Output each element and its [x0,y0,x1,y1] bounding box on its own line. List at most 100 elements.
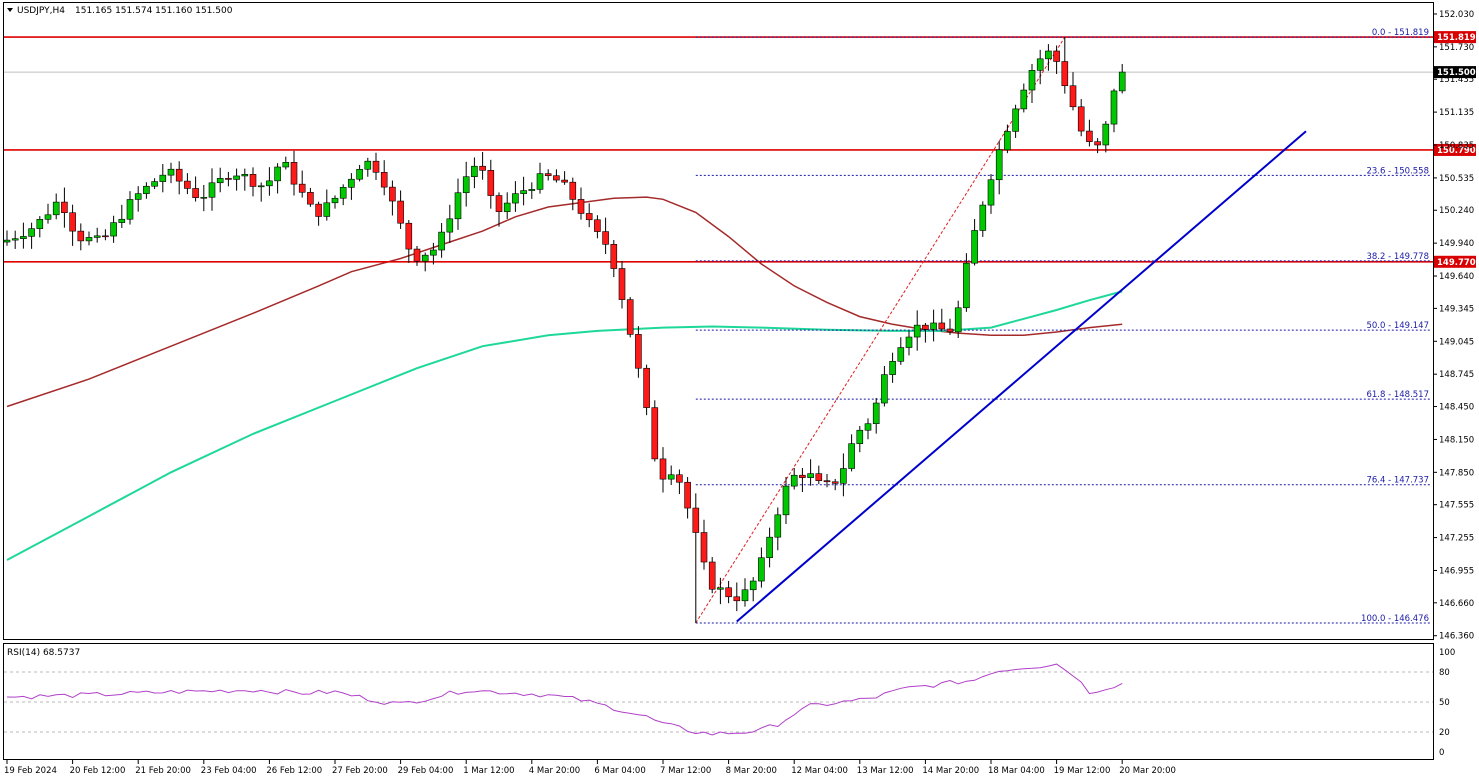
fib-level-label: 76.4 - 147.737 [1366,476,1429,486]
candles [3,37,1126,623]
price-tick-label: 151.435 [1439,75,1474,85]
candle-body [1061,61,1069,87]
candle-body [823,480,831,483]
candle-body [356,168,363,180]
time-tick-label: 26 Feb 12:00 [266,766,322,776]
candle-body [790,474,798,487]
candle-body [643,367,650,408]
candle-body [372,160,380,173]
candle-body [872,402,880,425]
time-axis: 19 Feb 2024 20 Feb 12:00 21 Feb 20:00 23 Fe… [4,760,1176,776]
candle-body [528,189,536,191]
ma-green-line [6,290,1123,561]
candle-body [380,172,388,188]
candle-body [905,336,913,348]
level-label: 150.790 [1437,146,1476,156]
candle-body [233,175,240,180]
candle-body [544,173,552,176]
level-badge [1434,31,1476,44]
candle-body [897,347,905,362]
candle-body [733,596,741,602]
candle-body [1102,123,1110,146]
candle-body [635,334,642,369]
price-tick-label: 151.730 [1439,43,1474,53]
price-tick-label: 152.030 [1439,10,1474,20]
current-price-label: 151.500 [1437,68,1476,78]
candle-body [766,536,773,559]
candle-body [159,174,167,182]
price-tick-label: 150.835 [1439,141,1474,151]
fib-level-label: 100.0 - 146.476 [1361,614,1429,624]
candle-body [577,199,585,214]
candle-body [126,199,134,220]
candle-body [397,200,404,224]
dropdown-triangle-icon[interactable] [7,8,13,12]
candle-body [881,374,888,404]
candle-body [708,561,716,590]
candle-body [151,181,158,187]
time-tick-label: 14 Mar 20:00 [922,766,979,776]
rsi-indicator: 100 80 50 20 0 [4,648,1455,758]
candle-body [676,474,683,483]
fib-level-label: 0.0 - 151.819 [1372,28,1429,38]
price-tick-label: 146.660 [1439,599,1474,609]
rsi-axis-label: 50 [1439,698,1450,708]
price-tick-label: 150.240 [1439,206,1474,216]
rsi-axis-label: 100 [1439,648,1455,658]
candle-body [1020,89,1028,110]
candle-body [61,201,68,214]
candle-body [175,168,183,182]
candle-body [307,192,314,205]
candle-body [864,423,872,431]
time-tick-label: 13 Mar 12:00 [857,766,914,776]
candle-body [963,262,970,309]
candle-body [405,222,413,250]
horizontal-levels: 151.819 150.790 149.770 151.500 [4,31,1476,268]
candle-body [77,230,85,242]
current-price-badge [1434,66,1476,79]
candle-body [569,181,577,200]
candle-body [700,532,708,563]
price-tick-label: 147.555 [1439,501,1474,511]
candle-body [930,322,937,330]
candle-body [782,485,790,516]
candle-body [659,458,667,480]
candle-body [922,324,929,330]
price-tick-label: 147.850 [1439,468,1474,478]
candle-body [44,214,52,220]
candle-body [184,180,191,189]
candle-body [323,202,331,217]
candle-body [626,299,634,335]
candle-body [520,190,527,194]
rsi-axis-label: 80 [1439,668,1450,678]
time-tick-label: 23 Feb 04:00 [201,766,257,776]
candle-body [1086,130,1093,142]
time-tick-label: 29 Feb 04:00 [398,766,454,776]
candle-body [758,557,765,582]
level-label: 151.819 [1437,33,1476,43]
rsi-axis-label: 20 [1439,728,1450,738]
candle-body [1053,50,1060,62]
candle-body [389,186,396,202]
candle-body [3,239,11,243]
ma-red-line [6,196,1123,408]
candle-body [889,360,896,375]
candle-body [725,587,732,598]
candle-body [11,238,19,241]
candle-body [298,183,306,193]
candle-body [848,443,855,469]
candle-body [110,222,117,237]
candle-body [807,473,814,478]
price-tick-label: 149.045 [1439,337,1474,347]
candle-body [274,166,281,182]
rsi-label: RSI(14) 68.5737 [7,648,80,658]
price-tick-label: 146.360 [1439,632,1474,642]
level-label: 149.770 [1437,258,1476,268]
price-axis: 152.030 151.730 151.435 151.135 150.835 150.5… [1433,10,1474,642]
candle-body [1036,58,1044,71]
candle-body [249,174,257,187]
candle-body [856,429,864,444]
candle-body [651,407,659,460]
fib-level-label: 38.2 - 149.778 [1366,252,1429,262]
candle-body [684,481,691,509]
